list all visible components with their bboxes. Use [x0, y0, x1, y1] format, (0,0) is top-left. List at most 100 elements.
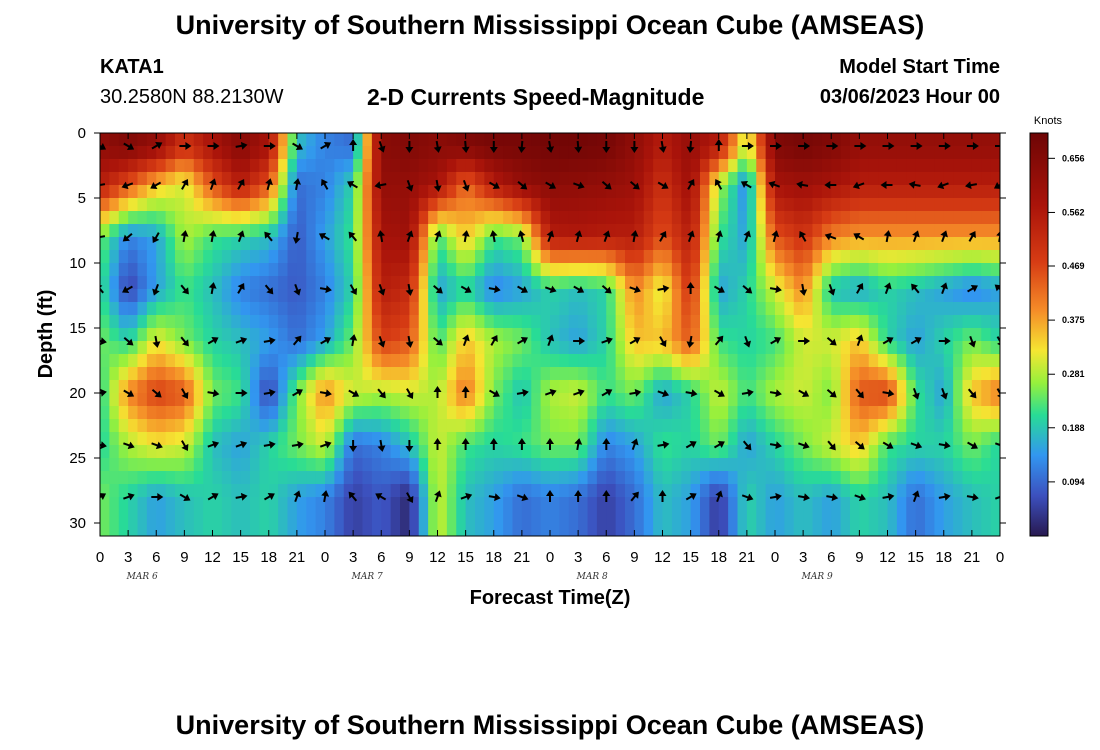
- heatmap-cell: [625, 198, 635, 212]
- heatmap-cell: [287, 133, 298, 147]
- heatmap-cell: [400, 497, 410, 511]
- heatmap-cell: [943, 276, 954, 290]
- heatmap-cell: [334, 289, 345, 303]
- current-arrow: [100, 493, 107, 501]
- heatmap-cell: [831, 133, 842, 147]
- heatmap-cell: [587, 289, 598, 303]
- heatmap-cell: [428, 263, 439, 277]
- heatmap-cell: [371, 523, 382, 536]
- heatmap-cell: [418, 406, 429, 420]
- heatmap-cell: [887, 406, 898, 420]
- arrow-head: [662, 389, 670, 398]
- heatmap-cell: [803, 276, 814, 290]
- arrow-head: [181, 178, 189, 187]
- heatmap-cell: [503, 185, 514, 199]
- heatmap-cell: [784, 523, 795, 536]
- arrow-head: [746, 493, 754, 502]
- heatmap-cell: [165, 484, 176, 498]
- heatmap-cell: [606, 523, 617, 536]
- heatmap-cell: [484, 198, 495, 212]
- heatmap-cell: [371, 302, 382, 316]
- heatmap-cell: [334, 315, 345, 329]
- arrow-head: [92, 233, 99, 242]
- arrow-head: [855, 334, 864, 342]
- heatmap-cell: [971, 146, 982, 160]
- arrow-head: [406, 391, 414, 400]
- heatmap-cell: [259, 172, 270, 186]
- heatmap-cell: [718, 133, 729, 147]
- heatmap-cell: [446, 237, 457, 251]
- heatmap-cell: [915, 289, 926, 303]
- heatmap-cell: [531, 146, 542, 160]
- heatmap-cell: [100, 198, 110, 212]
- arrow-head: [940, 230, 948, 238]
- heatmap-cell: [981, 328, 992, 342]
- heatmap-cell: [475, 484, 485, 498]
- arrow-head: [241, 389, 248, 397]
- heatmap-cell: [212, 380, 223, 394]
- heatmap-cell: [681, 315, 692, 329]
- heatmap-cell: [409, 484, 420, 498]
- heatmap-cell: [859, 458, 870, 472]
- heatmap-cell: [915, 419, 926, 433]
- heatmap-cell: [831, 302, 842, 316]
- current-arrow: [349, 284, 358, 296]
- heatmap-cell: [493, 250, 504, 264]
- arrow-head: [155, 142, 163, 149]
- heatmap-cell: [109, 237, 120, 251]
- heatmap-cell: [812, 237, 823, 251]
- heatmap-cell: [840, 146, 851, 160]
- heatmap-cell: [428, 159, 439, 173]
- current-arrow: [854, 142, 867, 150]
- arrow-head: [715, 230, 723, 238]
- heatmap-cell: [128, 302, 139, 316]
- heatmap-cell: [259, 458, 270, 472]
- heatmap-cell: [353, 341, 364, 355]
- heatmap-cell: [784, 159, 795, 173]
- heatmap-cell: [568, 341, 579, 355]
- heatmap-cell: [381, 302, 392, 316]
- heatmap-cell: [700, 458, 710, 472]
- heatmap-cell: [315, 172, 326, 186]
- heatmap-cell: [578, 146, 589, 160]
- arrow-head: [433, 185, 442, 192]
- heatmap-cell: [212, 432, 223, 446]
- heatmap-cell: [878, 198, 889, 212]
- heatmap-cell: [878, 523, 889, 536]
- heatmap-cell: [812, 211, 823, 225]
- heatmap-cell: [503, 510, 514, 524]
- current-arrow: [912, 490, 920, 503]
- heatmap-cell: [334, 432, 345, 446]
- arrow-head: [122, 234, 130, 242]
- heatmap-cell: [728, 484, 739, 498]
- current-arrow: [713, 389, 725, 397]
- heatmap-cell: [446, 302, 457, 316]
- heatmap-cell: [428, 250, 439, 264]
- heatmap-cell: [728, 302, 739, 316]
- heatmap-cell: [100, 432, 110, 446]
- heatmap-cell: [962, 289, 973, 303]
- heatmap-cell: [100, 458, 110, 472]
- heatmap-cell: [953, 523, 964, 536]
- heatmap-cell: [315, 510, 326, 524]
- heatmap-cell: [118, 224, 129, 238]
- heatmap-cell: [165, 250, 176, 264]
- heatmap-cell: [193, 198, 204, 212]
- heatmap-cell: [493, 380, 504, 394]
- heatmap-cell: [193, 185, 204, 199]
- heatmap-cell: [503, 380, 514, 394]
- current-arrow: [207, 440, 220, 449]
- heatmap-cell: [100, 237, 110, 251]
- heatmap-cell: [803, 302, 814, 316]
- heatmap-cell: [259, 133, 270, 147]
- current-arrow: [910, 337, 922, 345]
- heatmap-cell: [990, 380, 1000, 394]
- heatmap-cell: [165, 328, 176, 342]
- heatmap-cell: [981, 380, 992, 394]
- heatmap-cell: [446, 497, 457, 511]
- heatmap-cell: [756, 198, 767, 212]
- heatmap-cell: [437, 263, 448, 277]
- current-arrow: [853, 233, 865, 241]
- heatmap-cell: [962, 380, 973, 394]
- heatmap-cell: [184, 471, 195, 485]
